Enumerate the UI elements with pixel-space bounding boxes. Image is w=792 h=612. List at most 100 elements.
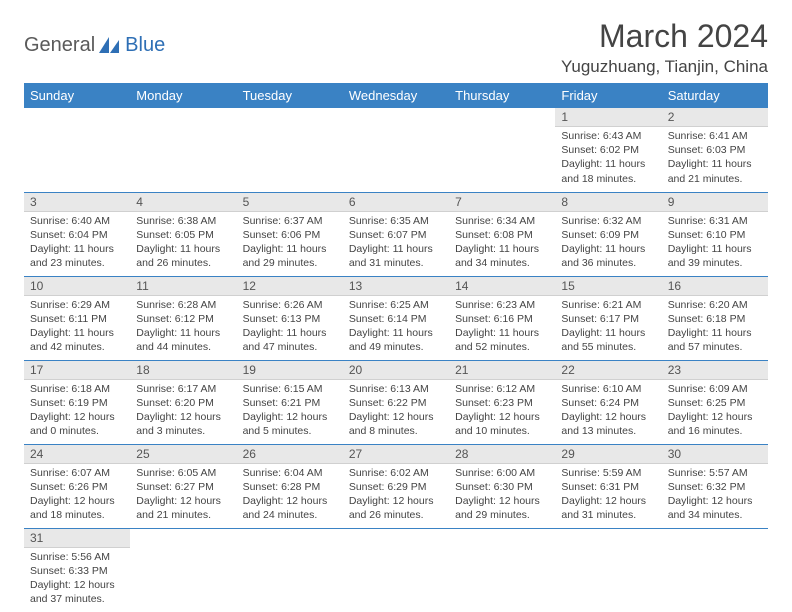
calendar-day-cell: 3Sunrise: 6:40 AMSunset: 6:04 PMDaylight… [24,192,130,276]
day-content: Sunrise: 6:15 AMSunset: 6:21 PMDaylight:… [237,380,343,441]
day-content: Sunrise: 6:20 AMSunset: 6:18 PMDaylight:… [662,296,768,357]
calendar-day-cell: 23Sunrise: 6:09 AMSunset: 6:25 PMDayligh… [662,360,768,444]
day-line-dl2: and 44 minutes. [136,340,230,354]
day-line-dl1: Daylight: 11 hours [30,326,124,340]
day-number: 12 [237,277,343,296]
day-line-dl2: and 34 minutes. [668,508,762,522]
day-number: 3 [24,193,130,212]
day-number: 10 [24,277,130,296]
day-line-dl1: Daylight: 12 hours [455,494,549,508]
day-line-dl2: and 21 minutes. [136,508,230,522]
calendar-day-cell: 31Sunrise: 5:56 AMSunset: 6:33 PMDayligh… [24,528,130,612]
day-line-ss: Sunset: 6:19 PM [30,396,124,410]
calendar-empty-cell [237,528,343,612]
day-number: 29 [555,445,661,464]
day-line-ss: Sunset: 6:18 PM [668,312,762,326]
day-line-dl2: and 42 minutes. [30,340,124,354]
day-line-dl1: Daylight: 11 hours [136,242,230,256]
day-line-dl1: Daylight: 11 hours [30,242,124,256]
day-number: 23 [662,361,768,380]
page-title: March 2024 [561,18,768,55]
day-line-sr: Sunrise: 6:20 AM [668,298,762,312]
day-line-dl2: and 5 minutes. [243,424,337,438]
calendar-empty-cell [449,528,555,612]
day-line-dl2: and 34 minutes. [455,256,549,270]
day-line-ss: Sunset: 6:11 PM [30,312,124,326]
day-content: Sunrise: 6:09 AMSunset: 6:25 PMDaylight:… [662,380,768,441]
day-content: Sunrise: 6:12 AMSunset: 6:23 PMDaylight:… [449,380,555,441]
day-line-dl1: Daylight: 12 hours [349,410,443,424]
calendar-day-cell: 25Sunrise: 6:05 AMSunset: 6:27 PMDayligh… [130,444,236,528]
day-line-ss: Sunset: 6:32 PM [668,480,762,494]
day-line-ss: Sunset: 6:23 PM [455,396,549,410]
day-line-sr: Sunrise: 6:07 AM [30,466,124,480]
day-number: 21 [449,361,555,380]
day-line-sr: Sunrise: 6:43 AM [561,129,655,143]
day-line-sr: Sunrise: 6:18 AM [30,382,124,396]
day-line-dl1: Daylight: 11 hours [561,326,655,340]
day-line-dl2: and 31 minutes. [349,256,443,270]
day-number: 11 [130,277,236,296]
day-line-dl1: Daylight: 11 hours [668,242,762,256]
calendar-day-cell: 21Sunrise: 6:12 AMSunset: 6:23 PMDayligh… [449,360,555,444]
day-line-dl2: and 29 minutes. [455,508,549,522]
calendar-week-row: 17Sunrise: 6:18 AMSunset: 6:19 PMDayligh… [24,360,768,444]
weekday-header: Sunday [24,83,130,108]
day-line-dl1: Daylight: 11 hours [349,326,443,340]
calendar-day-cell: 18Sunrise: 6:17 AMSunset: 6:20 PMDayligh… [130,360,236,444]
day-content: Sunrise: 6:26 AMSunset: 6:13 PMDaylight:… [237,296,343,357]
day-line-ss: Sunset: 6:12 PM [136,312,230,326]
day-line-dl2: and 55 minutes. [561,340,655,354]
day-line-dl2: and 36 minutes. [561,256,655,270]
day-line-ss: Sunset: 6:04 PM [30,228,124,242]
day-line-dl1: Daylight: 11 hours [455,242,549,256]
day-line-ss: Sunset: 6:09 PM [561,228,655,242]
calendar-day-cell: 6Sunrise: 6:35 AMSunset: 6:07 PMDaylight… [343,192,449,276]
day-line-dl1: Daylight: 12 hours [668,410,762,424]
calendar-day-cell: 22Sunrise: 6:10 AMSunset: 6:24 PMDayligh… [555,360,661,444]
day-content: Sunrise: 6:37 AMSunset: 6:06 PMDaylight:… [237,212,343,273]
day-number: 22 [555,361,661,380]
day-line-dl1: Daylight: 12 hours [561,494,655,508]
day-content: Sunrise: 6:23 AMSunset: 6:16 PMDaylight:… [449,296,555,357]
calendar-week-row: 24Sunrise: 6:07 AMSunset: 6:26 PMDayligh… [24,444,768,528]
day-line-sr: Sunrise: 6:12 AM [455,382,549,396]
day-line-dl2: and 47 minutes. [243,340,337,354]
day-line-dl2: and 18 minutes. [30,508,124,522]
day-content: Sunrise: 5:56 AMSunset: 6:33 PMDaylight:… [24,548,130,609]
day-number: 1 [555,108,661,127]
calendar-week-row: 31Sunrise: 5:56 AMSunset: 6:33 PMDayligh… [24,528,768,612]
weekday-header: Monday [130,83,236,108]
day-content: Sunrise: 6:29 AMSunset: 6:11 PMDaylight:… [24,296,130,357]
day-line-dl1: Daylight: 11 hours [455,326,549,340]
day-line-ss: Sunset: 6:10 PM [668,228,762,242]
day-line-ss: Sunset: 6:08 PM [455,228,549,242]
day-number: 5 [237,193,343,212]
day-line-dl1: Daylight: 12 hours [561,410,655,424]
day-line-dl1: Daylight: 12 hours [136,410,230,424]
sail-icon [99,37,121,55]
day-line-sr: Sunrise: 6:25 AM [349,298,443,312]
day-number: 27 [343,445,449,464]
calendar-empty-cell [343,528,449,612]
day-line-dl2: and 29 minutes. [243,256,337,270]
calendar-day-cell: 10Sunrise: 6:29 AMSunset: 6:11 PMDayligh… [24,276,130,360]
day-line-dl1: Daylight: 11 hours [561,242,655,256]
day-content: Sunrise: 6:32 AMSunset: 6:09 PMDaylight:… [555,212,661,273]
weekday-header: Friday [555,83,661,108]
calendar-day-cell: 30Sunrise: 5:57 AMSunset: 6:32 PMDayligh… [662,444,768,528]
day-line-dl2: and 23 minutes. [30,256,124,270]
day-line-ss: Sunset: 6:14 PM [349,312,443,326]
day-number: 20 [343,361,449,380]
day-line-ss: Sunset: 6:13 PM [243,312,337,326]
day-content: Sunrise: 6:25 AMSunset: 6:14 PMDaylight:… [343,296,449,357]
day-line-ss: Sunset: 6:27 PM [136,480,230,494]
day-line-ss: Sunset: 6:30 PM [455,480,549,494]
day-content: Sunrise: 6:13 AMSunset: 6:22 PMDaylight:… [343,380,449,441]
calendar-day-cell: 27Sunrise: 6:02 AMSunset: 6:29 PMDayligh… [343,444,449,528]
day-line-sr: Sunrise: 6:28 AM [136,298,230,312]
day-number: 8 [555,193,661,212]
day-line-sr: Sunrise: 5:56 AM [30,550,124,564]
calendar-day-cell: 15Sunrise: 6:21 AMSunset: 6:17 PMDayligh… [555,276,661,360]
day-content: Sunrise: 6:05 AMSunset: 6:27 PMDaylight:… [130,464,236,525]
